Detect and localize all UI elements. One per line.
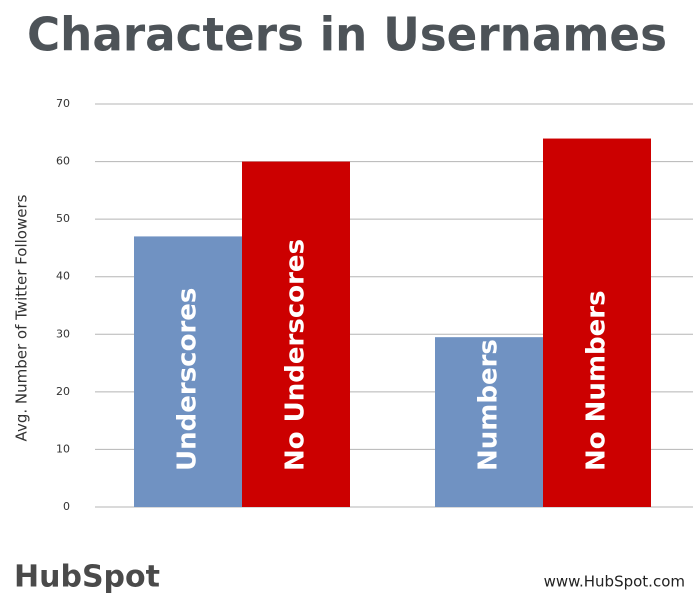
- y-axis-label: Avg. Number of Twitter Followers: [13, 194, 31, 441]
- y-tick-label: 10: [56, 442, 70, 455]
- bar-label: No Numbers: [582, 290, 612, 471]
- y-tick-label: 40: [56, 270, 70, 283]
- y-tick-label: 30: [56, 327, 70, 340]
- bar: [242, 161, 350, 508]
- website: www.HubSpot.com: [544, 573, 685, 591]
- chart-title: Characters in Usernames: [27, 8, 667, 62]
- bar: [134, 236, 242, 507]
- bar-label: Underscores: [173, 288, 203, 471]
- bar-label: No Underscores: [281, 239, 311, 471]
- y-tick-label: 0: [63, 500, 70, 513]
- y-tick-label: 70: [56, 97, 70, 110]
- bar: [435, 337, 543, 507]
- y-tick-label: 60: [56, 155, 70, 168]
- brand-logo: HubSpot: [14, 560, 160, 595]
- bar: [543, 138, 651, 508]
- bar-label: Numbers: [474, 339, 504, 471]
- y-tick-label: 50: [56, 212, 70, 225]
- y-tick-label: 20: [56, 385, 70, 398]
